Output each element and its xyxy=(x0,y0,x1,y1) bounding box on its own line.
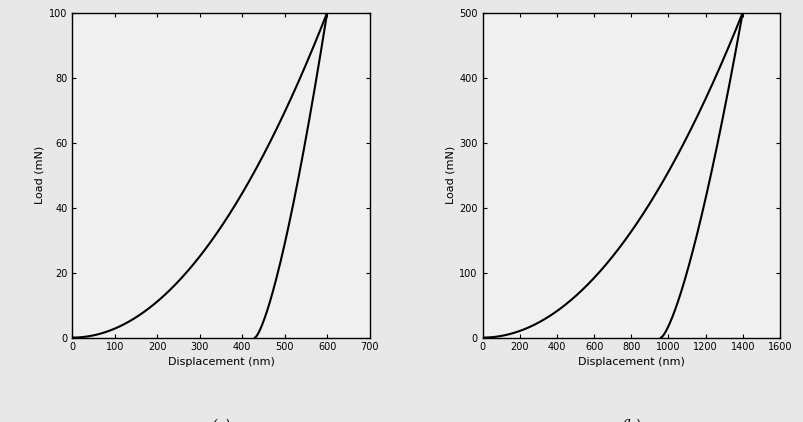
X-axis label: Displacement (nm): Displacement (nm) xyxy=(577,357,684,367)
Text: (a): (a) xyxy=(211,419,230,422)
X-axis label: Displacement (nm): Displacement (nm) xyxy=(167,357,274,367)
Text: (b): (b) xyxy=(621,419,640,422)
Y-axis label: Load (mN): Load (mN) xyxy=(445,146,454,204)
Y-axis label: Load (mN): Load (mN) xyxy=(35,146,45,204)
